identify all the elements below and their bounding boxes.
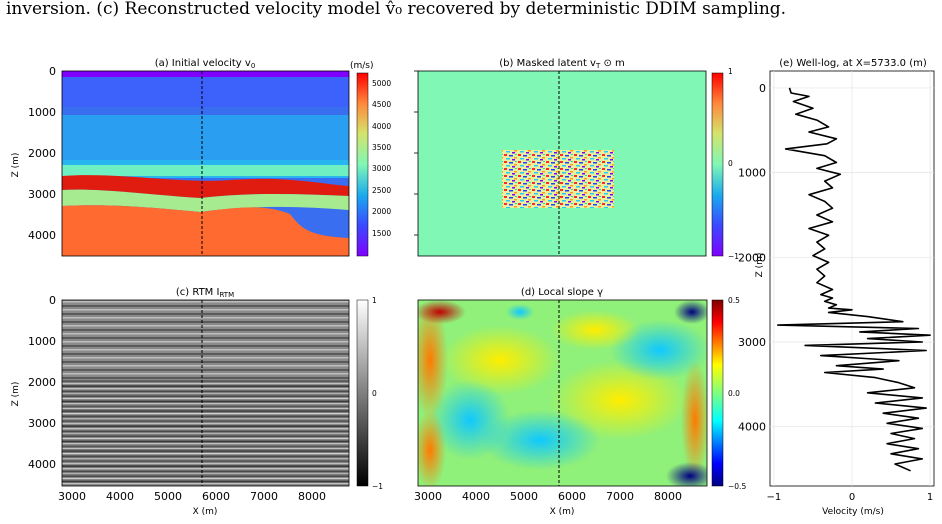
z-tick: 1000 <box>28 106 56 119</box>
x-tick: 1 <box>927 492 933 503</box>
panel-d-local-slope: (d) Local slope γ 0.5 0.0 −0.5 3000 4000… <box>414 287 746 517</box>
panel-b-title: (b) Masked latent vT ⊙ m <box>499 58 625 70</box>
panel-a-title: (a) Initial velocity v0 <box>155 58 256 70</box>
x-tick: 8000 <box>654 490 682 503</box>
x-tick: 0 <box>849 492 855 503</box>
cbar-a-tick: 2000 <box>372 207 391 216</box>
x-tick: 7000 <box>606 490 634 503</box>
panel-e-y-ticks: 0 1000 2000 3000 4000 <box>738 82 766 434</box>
panel-e-x-ticks: −1 0 1 <box>767 492 934 503</box>
y-tick: 2000 <box>738 251 766 264</box>
panel-a-zlabel: Z (m) <box>11 153 21 178</box>
cbar-d-tick: 0.0 <box>728 389 740 398</box>
z-tick: 1000 <box>28 335 56 348</box>
x-tick: 3000 <box>414 490 442 503</box>
cbar-b-tick: 1 <box>728 67 733 76</box>
well-log-curve <box>777 87 931 472</box>
cbar-c-tick: 1 <box>372 296 377 305</box>
cbar-b-tick: −1 <box>728 252 739 261</box>
panel-a-initial-velocity: (a) Initial velocity v0 (m/s) 5000 4500 … <box>11 58 391 257</box>
x-tick: 4000 <box>106 490 134 503</box>
z-tick: 0 <box>49 65 56 78</box>
colorbar-c <box>356 299 369 487</box>
panel-c-zlabel: Z (m) <box>11 382 21 407</box>
x-tick: 8000 <box>298 490 326 503</box>
y-tick: 3000 <box>738 336 766 349</box>
x-tick: 7000 <box>250 490 278 503</box>
cbar-a-tick: 3000 <box>372 164 391 173</box>
z-tick: 4000 <box>28 458 56 471</box>
colorbar-b <box>711 72 724 257</box>
y-tick: 4000 <box>738 421 766 434</box>
masked-noise-region <box>502 150 614 208</box>
cbar-a-tick: 4500 <box>372 100 391 109</box>
z-tick: 3000 <box>28 188 56 201</box>
panel-c-frame <box>61 299 350 487</box>
cbar-c-tick: −1 <box>372 482 383 491</box>
x-tick: −1 <box>767 492 782 503</box>
y-tick: 1000 <box>738 167 766 180</box>
x-tick: 6000 <box>202 490 230 503</box>
velocity-image <box>62 71 349 256</box>
z-tick: 3000 <box>28 417 56 430</box>
panel-e-ylabel: Z (m) <box>755 253 765 278</box>
figure-caption: inversion. (c) Reconstructed velocity mo… <box>6 0 787 19</box>
panel-d-title: (d) Local slope γ <box>521 287 603 298</box>
cbar-a-tick: 2500 <box>372 186 391 195</box>
z-tick: 2000 <box>28 147 56 160</box>
panel-b-masked-latent: (b) Masked latent vT ⊙ m 1 0 −1 <box>414 58 739 261</box>
panel-d-xlabel: X (m) <box>550 507 575 517</box>
cbar-a-tick: 4000 <box>372 122 391 131</box>
x-tick: 5000 <box>510 490 538 503</box>
panel-c-z-ticks: 0 1000 2000 3000 4000 <box>28 294 56 471</box>
y-tick: 0 <box>759 82 766 95</box>
cbar-a-tick: 5000 <box>372 79 391 88</box>
colorbar-a <box>356 72 369 257</box>
panel-e-title: (e) Well-log, at X=5733.0 (m) <box>779 58 927 69</box>
cbar-a-tick: 1500 <box>372 229 391 238</box>
slope-image <box>418 300 707 486</box>
cbar-c-tick: 0 <box>372 389 377 398</box>
z-tick: 0 <box>49 294 56 307</box>
cbar-d-tick: −0.5 <box>728 482 746 491</box>
panel-e-well-log: (e) Well-log, at X=5733.0 (m) 0 1000 2000 3… <box>738 58 935 517</box>
x-tick: 3000 <box>58 490 86 503</box>
z-tick: 2000 <box>28 376 56 389</box>
panel-c-x-ticks: 3000 4000 5000 6000 7000 8000 <box>58 490 326 503</box>
panel-d-x-ticks: 3000 4000 5000 6000 7000 8000 <box>414 490 682 503</box>
panel-a-frame <box>61 70 350 257</box>
panel-a-z-ticks: 0 1000 2000 3000 4000 <box>28 65 56 242</box>
rtm-deep-reflectors <box>62 380 349 486</box>
x-tick: 4000 <box>462 490 490 503</box>
cbar-b-tick: 0 <box>728 159 733 168</box>
panel-c-xlabel: X (m) <box>193 507 218 517</box>
colorbar-a-unit: (m/s) <box>350 61 374 71</box>
panel-c-rtm: (c) RTM IRTM 1 0 −1 0 1000 2000 3000 400… <box>11 287 383 517</box>
x-tick: 5000 <box>154 490 182 503</box>
cbar-a-tick: 3500 <box>372 143 391 152</box>
colorbar-d <box>711 299 724 487</box>
z-tick: 4000 <box>28 229 56 242</box>
panel-c-title: (c) RTM IRTM <box>176 287 234 299</box>
panel-e-xlabel: Velocity (m/s) <box>822 507 884 517</box>
x-tick: 6000 <box>558 490 586 503</box>
cbar-d-tick: 0.5 <box>728 296 740 305</box>
panel-b-frame <box>417 70 707 257</box>
panel-d-frame <box>417 299 708 487</box>
panel-b-tickmarks <box>414 70 418 236</box>
